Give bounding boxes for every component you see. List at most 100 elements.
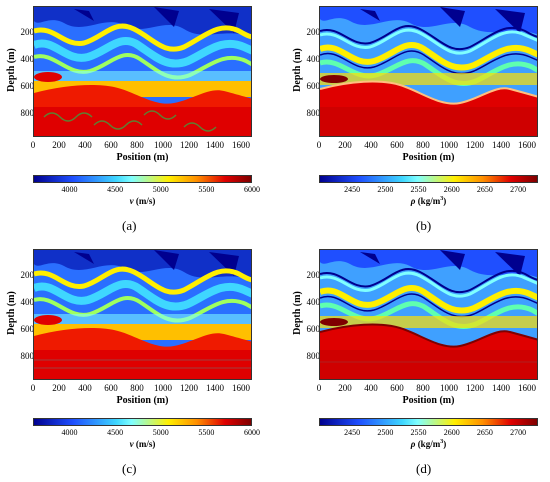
x-tick-label: 200 <box>338 383 352 393</box>
velocity-model-image <box>34 250 251 379</box>
x-axis-label: Position (m) <box>402 395 455 406</box>
x-tick-label: 400 <box>364 140 378 150</box>
colorbar-tick-label: 2600 <box>443 428 460 437</box>
colorbar-tick-label: 2650 <box>476 185 493 194</box>
y-axis-ticks: 200 400 600 800 <box>14 243 35 383</box>
density-model-image <box>320 7 537 136</box>
colorbar-tick-label: 2550 <box>410 428 427 437</box>
x-tick-label: 1000 <box>440 383 458 393</box>
velocity-heatmap <box>33 249 252 380</box>
x-tick-label: 1600 <box>232 140 250 150</box>
panel-b-density-true: Depth (m) 200 400 600 800 <box>286 0 550 236</box>
colorbar-tick-label: 2450 <box>344 185 361 194</box>
x-axis-label: Position (m) <box>402 152 455 163</box>
colorbar-symbol: v <box>129 439 134 449</box>
colorbar-symbol: ρ <box>410 196 416 206</box>
y-tick-label: 600 <box>306 81 321 91</box>
colorbar-tick-label: 2700 <box>510 428 527 437</box>
x-axis-label: Position (m) <box>116 152 169 163</box>
x-tick-label: 1200 <box>466 140 484 150</box>
colorbar-tick-label: 2550 <box>410 185 427 194</box>
x-tick-label: 400 <box>78 383 92 393</box>
colorbar-tick-label: 2500 <box>377 428 394 437</box>
colorbar-tick-label: 4500 <box>107 185 124 194</box>
x-tick-label: 1200 <box>180 140 198 150</box>
y-tick-label: 600 <box>306 324 321 334</box>
velocity-heatmap <box>33 6 252 137</box>
density-heatmap <box>319 249 538 380</box>
x-tick-label: 1400 <box>206 140 224 150</box>
x-tick-label: 400 <box>78 140 92 150</box>
x-tick-label: 1200 <box>180 383 198 393</box>
velocity-colorbar <box>33 175 252 183</box>
y-tick-label: 600 <box>20 324 35 334</box>
colorbar-label: ρ (kg/m3) <box>319 196 538 206</box>
density-model-image <box>320 250 537 379</box>
x-tick-label: 1200 <box>466 383 484 393</box>
colorbar-tick-label: 2700 <box>510 185 527 194</box>
x-axis-ticks: 0 200 400 600 800 1000 1200 1400 1600 <box>317 140 538 152</box>
x-tick-label: 600 <box>390 383 404 393</box>
colorbar-ticks: 4000 4500 5000 5500 6000 <box>33 185 261 195</box>
colorbar-tick-label: 2450 <box>344 428 361 437</box>
x-tick-label: 1600 <box>518 383 536 393</box>
y-tick-label: 800 <box>306 351 321 361</box>
y-tick-label: 400 <box>306 297 321 307</box>
colorbar-tick-label: 5500 <box>198 428 215 437</box>
colorbar-label: ρ (kg/m3) <box>319 439 538 449</box>
colorbar-unit-sup: 3 <box>440 439 444 445</box>
x-tick-label: 800 <box>416 383 430 393</box>
panel-caption: (c) <box>122 461 137 476</box>
colorbar-symbol: ρ <box>410 439 416 449</box>
y-axis-ticks: 200 400 600 800 <box>14 0 35 140</box>
panel-d-density-inverted: Depth (m) 200 400 600 800 <box>286 243 550 479</box>
colorbar-symbol: v <box>129 196 134 206</box>
velocity-model-image <box>34 7 251 136</box>
y-tick-label: 800 <box>20 351 35 361</box>
y-axis-ticks: 200 400 600 800 <box>300 243 321 383</box>
x-tick-label: 1400 <box>492 383 510 393</box>
density-colorbar <box>319 418 538 426</box>
colorbar-tick-label: 2650 <box>476 428 493 437</box>
y-tick-label: 400 <box>20 297 35 307</box>
y-tick-label: 200 <box>20 270 35 280</box>
colorbar-ticks: 2450 2500 2550 2600 2650 2700 <box>319 185 538 195</box>
density-colorbar <box>319 175 538 183</box>
panel-caption: (a) <box>122 218 137 233</box>
x-tick-label: 800 <box>130 140 144 150</box>
x-tick-label: 600 <box>104 140 118 150</box>
x-axis-label: Position (m) <box>116 395 169 406</box>
panel-c-velocity-inverted: Depth (m) 200 400 600 800 <box>0 243 265 479</box>
x-tick-label: 600 <box>390 140 404 150</box>
x-tick-label: 200 <box>338 140 352 150</box>
y-tick-label: 600 <box>20 81 35 91</box>
panel-caption: (b) <box>416 218 432 233</box>
x-tick-label: 1000 <box>154 140 172 150</box>
y-tick-label: 800 <box>20 108 35 118</box>
colorbar-unit-tail: ) <box>443 196 447 206</box>
y-tick-label: 200 <box>306 270 321 280</box>
colorbar-label: v (m/s) <box>33 439 252 449</box>
colorbar-tick-label: 5000 <box>152 185 169 194</box>
colorbar-tick-label: 2500 <box>377 185 394 194</box>
colorbar-unit-sup: 3 <box>440 196 444 202</box>
x-tick-label: 0 <box>316 383 322 393</box>
x-tick-label: 1600 <box>518 140 536 150</box>
x-tick-label: 800 <box>130 383 144 393</box>
panel-caption: (d) <box>416 461 432 476</box>
colorbar-tick-label: 5500 <box>198 185 215 194</box>
colorbar-tick-label: 6000 <box>244 185 260 194</box>
colorbar-tick-label: 2600 <box>443 185 460 194</box>
y-tick-label: 400 <box>306 54 321 64</box>
x-tick-label: 600 <box>104 383 118 393</box>
colorbar-tick-label: 5000 <box>152 428 169 437</box>
colorbar-ticks: 2450 2500 2550 2600 2650 2700 <box>319 428 538 438</box>
x-tick-label: 1400 <box>206 383 224 393</box>
y-tick-label: 400 <box>20 54 35 64</box>
x-tick-label: 400 <box>364 383 378 393</box>
colorbar-unit: (m/s) <box>133 196 156 206</box>
x-axis-ticks: 0 200 400 600 800 1000 1200 1400 1600 <box>31 383 252 395</box>
y-tick-label: 200 <box>20 27 35 37</box>
y-tick-label: 800 <box>306 108 321 118</box>
